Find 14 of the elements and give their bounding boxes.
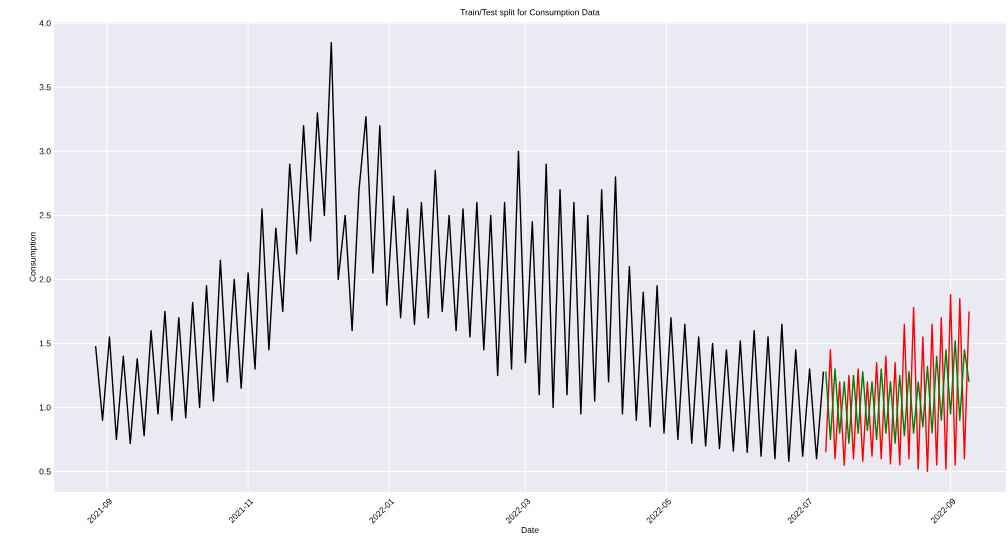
line-series: [825, 340, 970, 445]
line-series: [94, 41, 825, 462]
y-tick-label: 1.0: [39, 404, 51, 411]
y-tick-label: 3.0: [39, 148, 51, 155]
y-tick-label: 4.0: [39, 20, 51, 27]
x-axis-title: Date: [521, 527, 539, 533]
chart-title: Train/Test split for Consumption Data: [460, 9, 600, 17]
y-tick-label: 2.5: [39, 212, 51, 219]
y-tick-label: 1.5: [39, 340, 51, 347]
y-tick-label: 3.5: [39, 84, 51, 91]
line-series: [825, 294, 970, 473]
y-tick-label: 0.5: [39, 468, 51, 475]
y-axis-title: Consumption: [29, 232, 38, 282]
y-tick-label: 2.0: [39, 276, 51, 283]
